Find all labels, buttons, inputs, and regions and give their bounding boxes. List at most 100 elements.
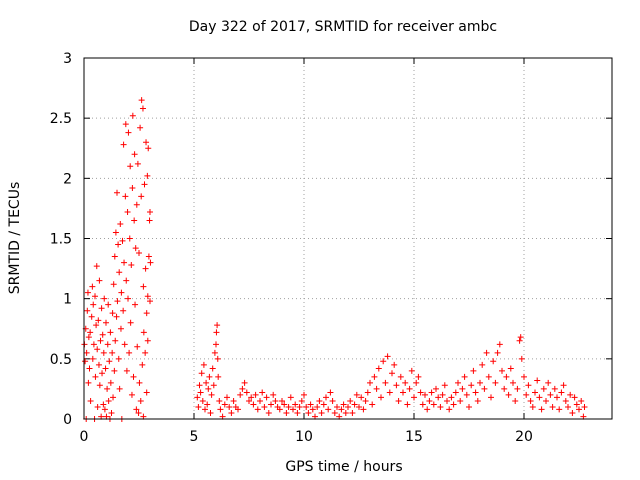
data-point: [200, 361, 207, 368]
data-point: [243, 389, 250, 396]
data-point: [303, 403, 310, 410]
x-tick-label: 0: [80, 429, 89, 445]
data-point: [474, 397, 481, 404]
data-point: [485, 373, 492, 380]
plot-frame: [83, 57, 613, 420]
data-point: [147, 259, 154, 266]
data-point: [325, 406, 332, 413]
data-point: [534, 377, 541, 384]
data-point: [481, 385, 488, 392]
data-point: [549, 403, 556, 410]
data-point: [483, 349, 490, 356]
data-point: [104, 385, 111, 392]
data-point: [110, 281, 117, 288]
data-point: [565, 403, 571, 410]
data-point: [503, 373, 510, 380]
data-point: [108, 409, 115, 416]
data-point: [208, 391, 215, 398]
data-point: [213, 329, 220, 336]
data-point: [551, 385, 558, 392]
data-point: [197, 389, 204, 396]
data-point: [146, 217, 153, 224]
data-point: [142, 349, 149, 356]
data-point: [525, 382, 532, 389]
data-point: [499, 367, 505, 374]
data-point: [116, 269, 123, 276]
data-point: [140, 329, 147, 336]
data-point: [298, 397, 305, 404]
data-point: [214, 355, 221, 362]
data-point: [141, 181, 148, 188]
data-point: [415, 373, 422, 380]
data-point: [235, 406, 241, 413]
data-point: [207, 409, 214, 416]
data-point: [230, 397, 237, 404]
data-point: [88, 313, 95, 320]
data-point: [239, 385, 246, 392]
data-point: [459, 385, 466, 392]
data-point: [195, 403, 202, 410]
data-point: [136, 379, 143, 386]
x-tick-label: 5: [190, 429, 199, 445]
data-point: [126, 235, 133, 242]
data-point: [131, 151, 138, 158]
data-point: [353, 391, 360, 398]
data-point: [145, 145, 152, 152]
data-point: [102, 365, 109, 372]
data-point: [226, 403, 233, 410]
data-point: [112, 337, 119, 344]
data-point: [404, 401, 411, 408]
data-point: [367, 379, 373, 386]
data-point: [466, 403, 472, 410]
data-point: [373, 385, 380, 392]
data-point: [452, 389, 459, 396]
data-point: [90, 301, 97, 308]
data-point: [378, 394, 384, 401]
data-point: [532, 389, 538, 396]
data-point: [144, 172, 151, 179]
data-point: [100, 349, 107, 356]
data-point: [99, 331, 106, 338]
data-point: [139, 361, 146, 368]
data-point: [512, 397, 519, 404]
data-point: [578, 397, 585, 404]
data-point: [241, 379, 248, 386]
data-point: [309, 406, 316, 413]
data-point: [338, 406, 345, 413]
x-tick-label: 15: [405, 429, 423, 445]
data-point: [194, 394, 201, 401]
data-point: [216, 397, 223, 404]
data-point: [144, 337, 151, 344]
data-point: [426, 397, 433, 404]
x-tick-label: 10: [295, 429, 313, 445]
data-point: [505, 391, 512, 398]
data-point: [386, 389, 393, 396]
data-point: [358, 394, 365, 401]
data-point: [143, 139, 150, 146]
data-point: [439, 391, 446, 398]
data-point: [117, 325, 124, 332]
data-point: [514, 385, 521, 392]
data-point: [540, 385, 547, 392]
data-point: [494, 349, 501, 356]
data-point: [558, 389, 565, 396]
data-point: [101, 295, 108, 302]
data-point: [581, 403, 588, 410]
data-point: [529, 403, 536, 410]
data-point: [202, 406, 208, 413]
data-point: [362, 397, 369, 404]
data-point: [103, 319, 109, 326]
data-point: [569, 409, 576, 416]
data-point: [252, 391, 259, 398]
data-point: [215, 373, 222, 380]
data-point: [198, 370, 205, 377]
data-point: [316, 397, 323, 404]
data-point: [134, 160, 141, 167]
data-point: [138, 193, 145, 200]
data-point: [123, 277, 130, 284]
data-point: [448, 394, 455, 401]
data-point: [115, 241, 122, 248]
axis-ticks: 0 5 10 15 20 0 0.5 1 1.5 2 2.5 3: [50, 51, 612, 445]
y-tick-label: 3: [63, 51, 72, 67]
data-point: [560, 382, 567, 389]
